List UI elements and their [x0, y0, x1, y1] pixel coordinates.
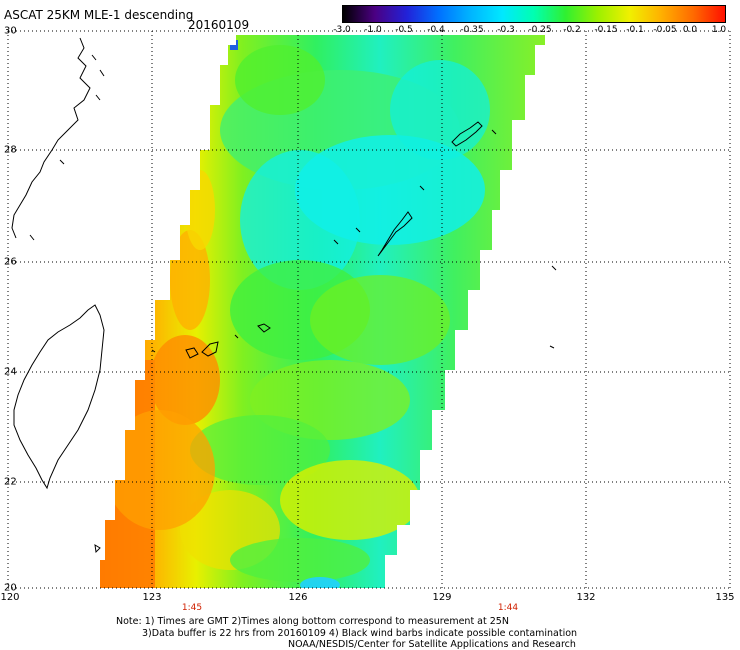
lat-label: 28 — [4, 144, 17, 156]
swath-patch — [105, 410, 215, 530]
ryukyu-okinawa — [377, 211, 413, 257]
colorbar-tick: -0.35 — [460, 25, 484, 35]
colorbar-tick: -1.0 — [364, 25, 382, 35]
lon-label: 126 — [288, 592, 308, 603]
colorbar-tick: -0.15 — [594, 25, 618, 35]
lon-label: 123 — [142, 592, 162, 603]
coastlines — [11, 37, 557, 554]
colorbar-tick: -0.25 — [528, 25, 552, 35]
penghu — [94, 544, 101, 554]
pass-time-label: 1:45 — [181, 603, 203, 613]
colorbar-tick: -0.4 — [427, 25, 445, 35]
colorbar-tick: -3.0 — [333, 25, 351, 35]
swath-patch — [150, 335, 220, 425]
miyako — [257, 323, 271, 333]
lat-label: 22 — [4, 476, 17, 488]
china-coast — [11, 37, 91, 239]
iriomote — [185, 347, 199, 359]
graticule — [7, 30, 731, 589]
swath-patch — [230, 538, 370, 582]
footer-credit: NOAA/NESDIS/Center for Satellite Applica… — [288, 639, 576, 650]
colorbar-tick: 1.0 — [711, 25, 727, 35]
swath-patch — [185, 170, 215, 250]
amami-oshima — [451, 121, 483, 147]
colorbar-tick: -0.3 — [497, 25, 515, 35]
swath-patch — [235, 45, 325, 115]
lon-label: 120 — [0, 592, 20, 603]
footer-note-2: 3)Data buffer is 22 hrs from 20160109 4)… — [142, 628, 578, 639]
colorbar — [342, 5, 726, 23]
swath-patch — [300, 577, 340, 588]
pass-time-label: 1:44 — [497, 603, 519, 613]
colorbar-tick: -0.5 — [395, 25, 413, 35]
footer-note-1: Note: 1) Times are GMT 2)Times along bot… — [116, 616, 509, 627]
lat-label: 26 — [4, 256, 17, 268]
lat-label: 30 — [4, 25, 17, 37]
colorbar-tick: -0.1 — [626, 25, 644, 35]
swath-patch — [310, 275, 450, 365]
small-islets — [151, 129, 557, 353]
lat-label: 24 — [4, 366, 17, 378]
ishigaki — [201, 341, 219, 357]
swath-patch — [170, 230, 210, 330]
product-title: ASCAT 25KM MLE-1 descending — [4, 8, 194, 22]
wind-swath — [100, 35, 545, 588]
swath-patch — [390, 60, 490, 160]
colorbar-tick: -0.05 — [653, 25, 677, 35]
product-date: 20160109 — [188, 18, 250, 32]
swath-patch — [240, 150, 360, 290]
swath-patch — [230, 40, 238, 50]
lat-label: 20 — [4, 582, 17, 594]
swath-patch — [190, 415, 330, 485]
lon-label: 132 — [576, 592, 596, 603]
lon-label: 135 — [715, 592, 735, 603]
china-coast-islets — [29, 54, 105, 241]
colorbar-tick: 0.0 — [682, 25, 698, 35]
taiwan-coast — [13, 304, 105, 490]
lon-label: 129 — [432, 592, 452, 603]
colorbar-tick: -0.2 — [563, 25, 581, 35]
swath-patch — [280, 460, 420, 540]
